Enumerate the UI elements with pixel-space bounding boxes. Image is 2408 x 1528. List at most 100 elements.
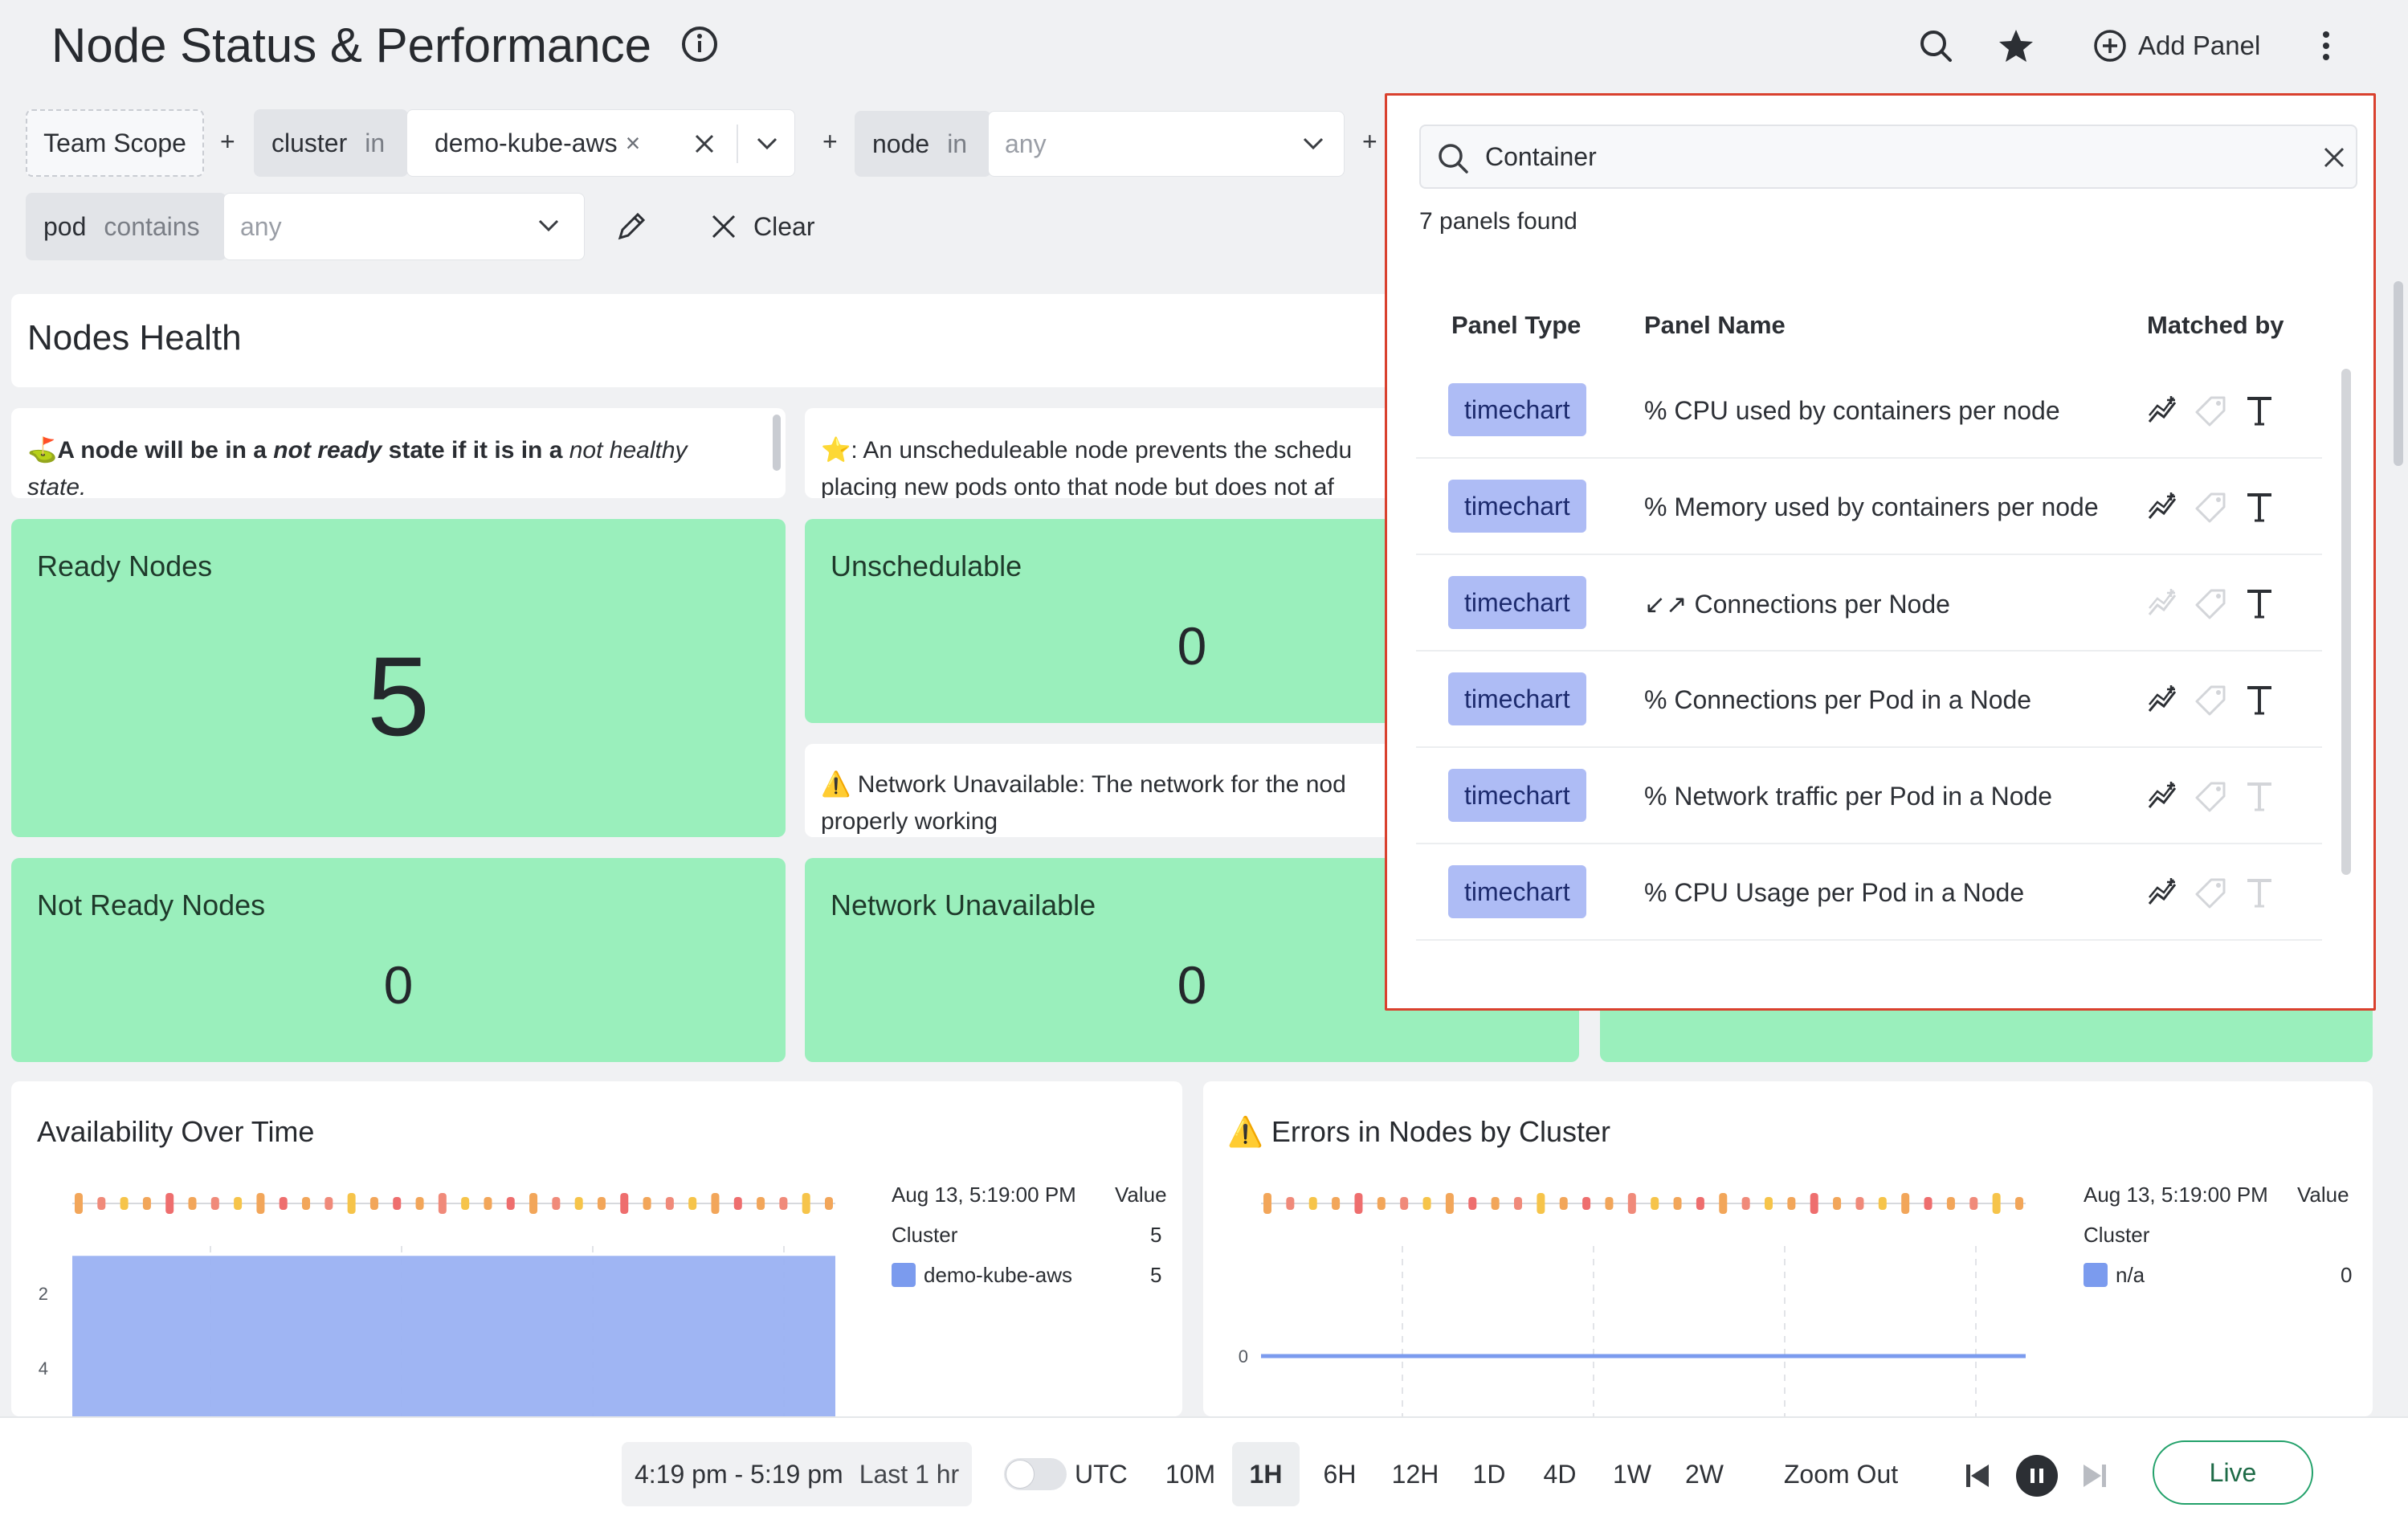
cluster-value-remove[interactable]: × — [625, 128, 641, 157]
availability-chart[interactable]: 42 — [11, 1170, 863, 1416]
skip-back-icon[interactable] — [1960, 1458, 1995, 1493]
tag-icon — [2194, 393, 2229, 428]
zoom-out-button[interactable]: Zoom Out — [1783, 1459, 1899, 1489]
tile-label: Ready Nodes — [37, 550, 213, 582]
legend-group: Cluster — [892, 1223, 958, 1247]
cluster-filter-key[interactable]: cluster in — [254, 109, 408, 177]
clear-label: Clear — [753, 211, 815, 241]
time-preset-2w[interactable]: 2W — [1685, 1459, 1724, 1489]
skip-forward-icon[interactable] — [2077, 1458, 2112, 1493]
event-marker — [1491, 1197, 1500, 1210]
legend-time: Aug 13, 5:19:00 PM — [892, 1183, 1076, 1207]
event-marker — [1286, 1197, 1295, 1210]
legend-series-value: 5 — [1150, 1263, 1162, 1287]
time-preset-1h[interactable]: 1H — [1232, 1442, 1300, 1506]
tag-icon — [2194, 682, 2229, 717]
event-marker — [393, 1197, 402, 1210]
panel-name: ↙↗ Connections per Node — [1644, 590, 1950, 619]
info-icon[interactable] — [680, 24, 720, 64]
event-marker — [574, 1197, 583, 1210]
clear-filters-button[interactable]: Clear — [710, 201, 814, 252]
column-matched-by: Matched by — [2147, 311, 2284, 339]
close-icon[interactable] — [2322, 145, 2346, 170]
event-marker — [643, 1197, 651, 1210]
pod-filter-key[interactable]: pod contains — [26, 193, 227, 260]
sparkle-metric-icon — [2145, 778, 2181, 814]
time-preset-10m[interactable]: 10M — [1165, 1459, 1216, 1489]
legend-series[interactable]: n/a — [2116, 1263, 2145, 1287]
text-icon — [2242, 489, 2277, 525]
legend-time: Aug 13, 5:19:00 PM — [2084, 1183, 2268, 1207]
panel-result-row[interactable]: timechart % Memory used by containers per… — [1416, 459, 2322, 555]
cluster-op-label: in — [365, 128, 386, 157]
time-preset-1d[interactable]: 1D — [1472, 1459, 1506, 1489]
chevron-down-icon[interactable] — [1297, 128, 1329, 160]
panel-result-row[interactable]: timechart % CPU used by containers per no… — [1416, 362, 2322, 459]
page-title: Node Status & Performance — [51, 18, 652, 72]
tile-label: Not Ready Nodes — [37, 889, 266, 921]
close-icon — [712, 214, 736, 239]
filter-plus: + — [822, 127, 838, 156]
time-preset-6h[interactable]: 6H — [1323, 1459, 1357, 1489]
note-scrollbar[interactable] — [773, 415, 781, 471]
event-marker — [279, 1197, 288, 1210]
results-scrollbar[interactable] — [2341, 369, 2351, 875]
chevron-down-icon[interactable] — [533, 210, 565, 242]
panel-result-row[interactable]: timechart % Network traffic per Pod in a … — [1416, 748, 2322, 844]
event-marker — [1400, 1197, 1409, 1210]
errors-chart[interactable]: 0 — [1203, 1170, 2055, 1416]
errors-chart-panel[interactable]: ⚠️ Errors in Nodes by Cluster 0 Aug 13, … — [1203, 1081, 2373, 1416]
ready-note: ⛳A node will be in a not ready state if … — [11, 408, 786, 498]
search-icon[interactable] — [1912, 18, 1960, 74]
event-marker — [415, 1197, 424, 1210]
event-marker — [234, 1197, 243, 1210]
sparkle-metric-icon — [2145, 875, 2181, 910]
chevron-down-icon[interactable] — [751, 128, 783, 160]
add-panel-button[interactable]: Add Panel — [2093, 18, 2270, 74]
search-icon — [1439, 144, 1468, 174]
legend-value-header: Value — [2297, 1183, 2349, 1207]
more-vertical-icon[interactable] — [2310, 18, 2342, 74]
time-preset-4d[interactable]: 4D — [1543, 1459, 1577, 1489]
live-button[interactable]: Live — [2153, 1440, 2313, 1505]
not-ready-nodes-tile[interactable]: Not Ready Nodes 0 — [11, 858, 786, 1062]
node-filter-value[interactable]: any — [988, 111, 1345, 177]
cluster-filter-value[interactable]: demo-kube-aws × — [406, 109, 795, 177]
y-tick-label: 4 — [39, 1358, 48, 1379]
panel-result-row[interactable]: timechart % CPU Usage per Pod in a Node — [1416, 844, 2322, 941]
event-marker — [665, 1197, 674, 1210]
ready-nodes-tile[interactable]: Ready Nodes 5 — [11, 519, 786, 837]
team-scope-chip[interactable]: Team Scope — [26, 109, 204, 177]
event-marker — [97, 1197, 106, 1210]
utc-toggle[interactable] — [1004, 1458, 1067, 1490]
event-marker — [1924, 1197, 1933, 1210]
cluster-value-label: demo-kube-aws — [435, 128, 618, 157]
tag-icon — [2194, 875, 2229, 910]
pod-op-label: contains — [104, 211, 200, 241]
legend-series[interactable]: demo-kube-aws — [924, 1263, 1072, 1287]
time-range-display[interactable]: 4:19 pm - 5:19 pm Last 1 hr — [622, 1442, 972, 1506]
time-preset-12h[interactable]: 12H — [1391, 1459, 1439, 1489]
page-scrollbar[interactable] — [2394, 281, 2403, 466]
event-marker — [256, 1193, 265, 1214]
panel-search-box[interactable]: Container — [1419, 125, 2357, 189]
legend-swatch — [2084, 1263, 2108, 1287]
panel-result-row[interactable]: timechart % Connections per Pod in a Node — [1416, 652, 2322, 748]
pod-filter-value[interactable]: any — [223, 193, 585, 260]
pencil-icon[interactable] — [610, 206, 652, 247]
event-marker — [120, 1197, 129, 1210]
team-scope-label: Team Scope — [43, 128, 186, 157]
panel-search-input[interactable]: Container — [1485, 142, 1597, 171]
panel-name: % Memory used by containers per node — [1644, 492, 2099, 521]
node-filter-key[interactable]: node in — [855, 111, 991, 177]
pause-icon[interactable] — [2016, 1455, 2058, 1497]
star-icon[interactable] — [1992, 18, 2040, 74]
result-count: 7 panels found — [1419, 208, 1577, 235]
time-preset-1w[interactable]: 1W — [1613, 1459, 1651, 1489]
sparkle-metric-icon — [2145, 393, 2181, 428]
close-icon[interactable] — [688, 128, 720, 160]
panel-result-row[interactable]: timechart ↙↗ Connections per Node — [1416, 555, 2322, 652]
chart-title: ⚠️ Errors in Nodes by Cluster — [1227, 1115, 1610, 1148]
event-marker — [757, 1197, 765, 1210]
